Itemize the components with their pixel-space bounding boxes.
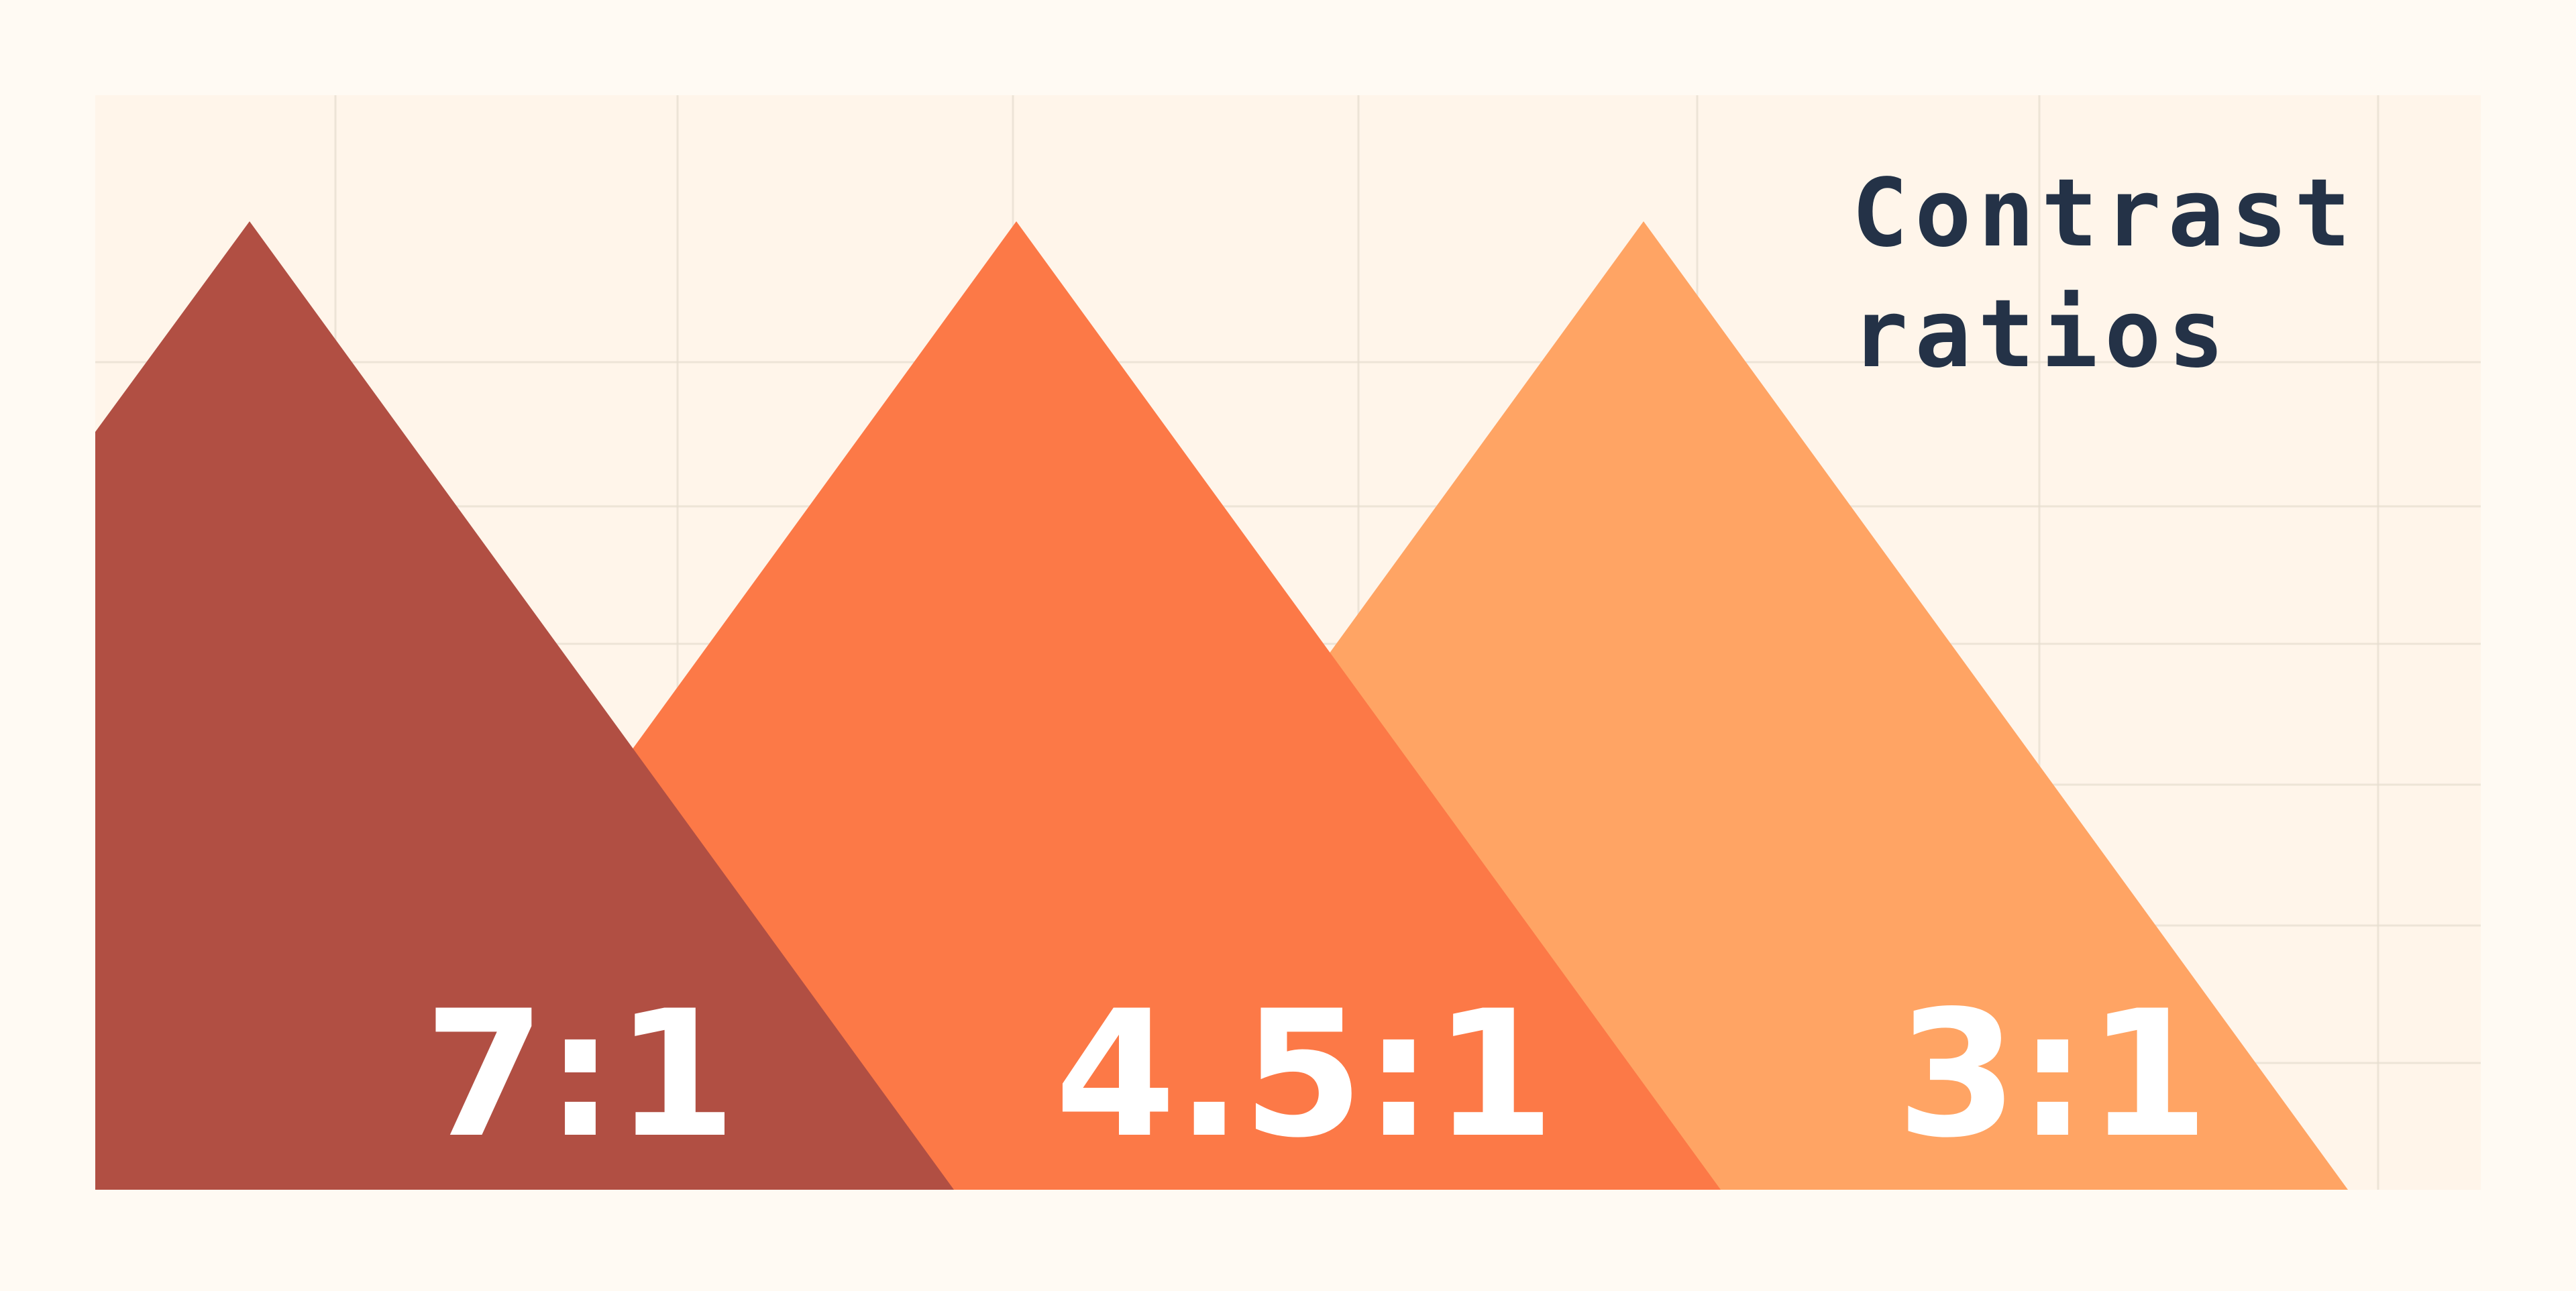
title-line-2: ratios [1851,280,2231,389]
ratio-label-3to1: 3:1 [1896,974,2209,1176]
title-line-1: Contrast [1851,159,2357,268]
peak-7to1 [95,221,954,1190]
ratio-label-4-5to1: 4.5:1 [1055,974,1554,1176]
ratio-label-7to1: 7:1 [424,974,737,1176]
